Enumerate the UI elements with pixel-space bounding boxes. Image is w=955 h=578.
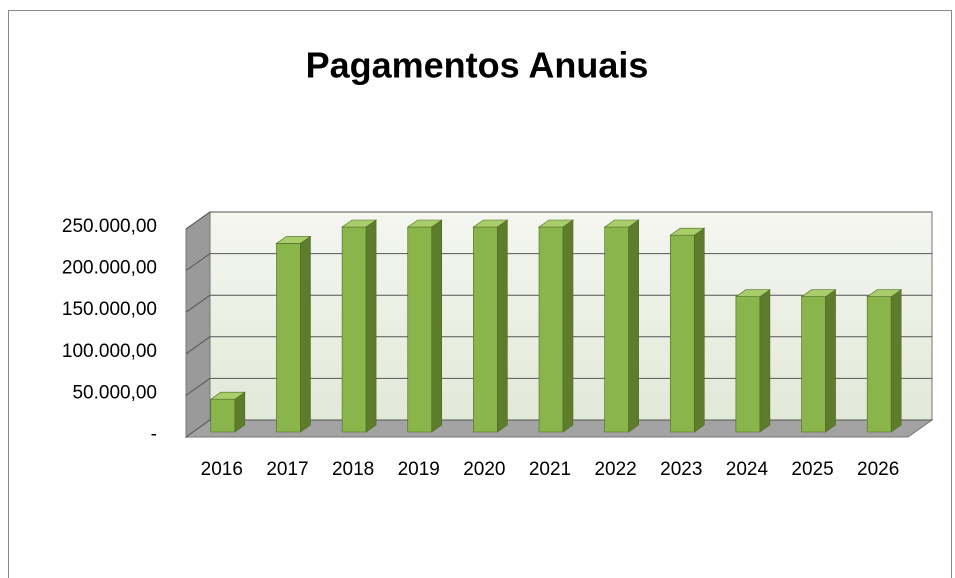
bar-face — [890, 289, 902, 433]
bar — [669, 227, 706, 433]
bar — [275, 235, 312, 433]
bar-face — [341, 226, 367, 433]
x-tick-label: 2020 — [463, 459, 505, 480]
grid-line — [185, 211, 932, 230]
bar-face — [603, 219, 640, 228]
bar-face — [866, 289, 903, 298]
side-wall — [185, 211, 211, 438]
bar-face — [431, 219, 443, 433]
bar — [866, 289, 903, 433]
bar-face — [473, 226, 498, 433]
bar-face — [669, 227, 706, 236]
x-tick-label: 2017 — [266, 459, 308, 480]
bar-face — [628, 219, 639, 433]
bar — [472, 219, 509, 433]
y-tick-label: - — [151, 424, 157, 445]
bar-face — [209, 391, 246, 400]
bar-face — [210, 398, 236, 433]
bar-face — [562, 219, 574, 433]
bar-face — [801, 296, 826, 433]
bar-face — [472, 219, 509, 228]
x-tick-label: 2021 — [529, 459, 571, 480]
bar — [538, 219, 574, 433]
bar-face — [735, 296, 761, 433]
bar-face — [734, 289, 771, 298]
y-tick-label: 50.000,00 — [72, 382, 157, 403]
bar-face — [365, 219, 377, 433]
x-tick-label: 2019 — [398, 459, 440, 480]
bar-face — [497, 219, 508, 433]
bar-face — [866, 296, 892, 433]
bar — [734, 289, 771, 433]
x-tick-label: 2022 — [594, 459, 636, 480]
bar-face — [669, 234, 695, 433]
x-tick-label: 2018 — [332, 459, 374, 480]
bar-face — [538, 219, 574, 228]
y-tick-label: 150.000,00 — [62, 299, 157, 320]
bar-face — [275, 236, 312, 244]
bar-face — [407, 226, 433, 433]
bar — [406, 219, 443, 433]
bar — [800, 289, 837, 433]
bar-face — [341, 219, 378, 228]
bar-face — [538, 226, 564, 433]
bar-face — [276, 243, 301, 433]
bar-face — [604, 226, 629, 433]
x-tick-label: 2026 — [857, 459, 899, 480]
bar-face — [759, 289, 771, 433]
x-tick-label: 2016 — [201, 459, 243, 480]
bar-face — [406, 219, 443, 228]
y-tick-label: 200.000,00 — [62, 258, 157, 279]
chart-title: Pagamentos Anuais — [306, 45, 649, 86]
y-tick-label: 250.000,00 — [62, 216, 157, 237]
bar — [209, 391, 246, 433]
bar-face — [800, 289, 837, 298]
x-tick-label: 2024 — [726, 459, 769, 480]
x-tick-label: 2025 — [791, 459, 833, 480]
bar — [603, 219, 640, 433]
bar-face — [693, 227, 705, 433]
bar-face — [300, 235, 311, 433]
bar — [341, 219, 378, 433]
x-tick-label: 2023 — [660, 459, 702, 480]
bar-face — [825, 289, 836, 433]
y-tick-label: 100.000,00 — [62, 341, 157, 362]
